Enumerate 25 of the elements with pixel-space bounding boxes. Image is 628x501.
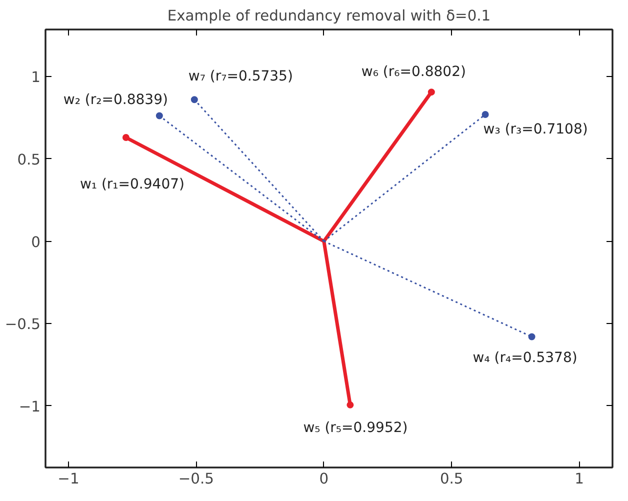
y-tick-label: −1 [18,398,41,416]
x-tick-label: 0.5 [440,470,464,488]
annotation: w₅ (r₅=0.9952) [303,420,408,436]
x-tick-label: −0.5 [178,470,214,488]
chart-title: Example of redundancy removal with δ=0.1 [167,8,491,24]
point [428,88,435,96]
annotation: w₄ (r₄=0.5378) [472,350,578,366]
x-tick-label: 1 [574,470,584,488]
annotation: w₁ (r₁=0.9407) [80,176,184,193]
y-tick-label: 1 [31,69,41,86]
point [528,333,536,340]
annotation: w₇ (r₇=0.5735) [188,68,293,85]
x-tick-label: 0 [319,470,329,488]
annotation: w₃ (r₃=0.7108) [483,121,588,138]
point [482,110,489,118]
y-tick-label: 0 [31,234,41,251]
point [190,96,198,104]
annotation: w₂ (r₂=0.8839) [63,92,168,108]
y-tick-label: −0.5 [4,316,41,334]
point [156,112,163,120]
annotation: w₆ (r₆=0.8802) [361,64,466,80]
point [346,401,354,408]
y-tick-label: 0.5 [17,151,41,168]
point [122,134,130,142]
x-tick-label: −1 [58,470,80,488]
